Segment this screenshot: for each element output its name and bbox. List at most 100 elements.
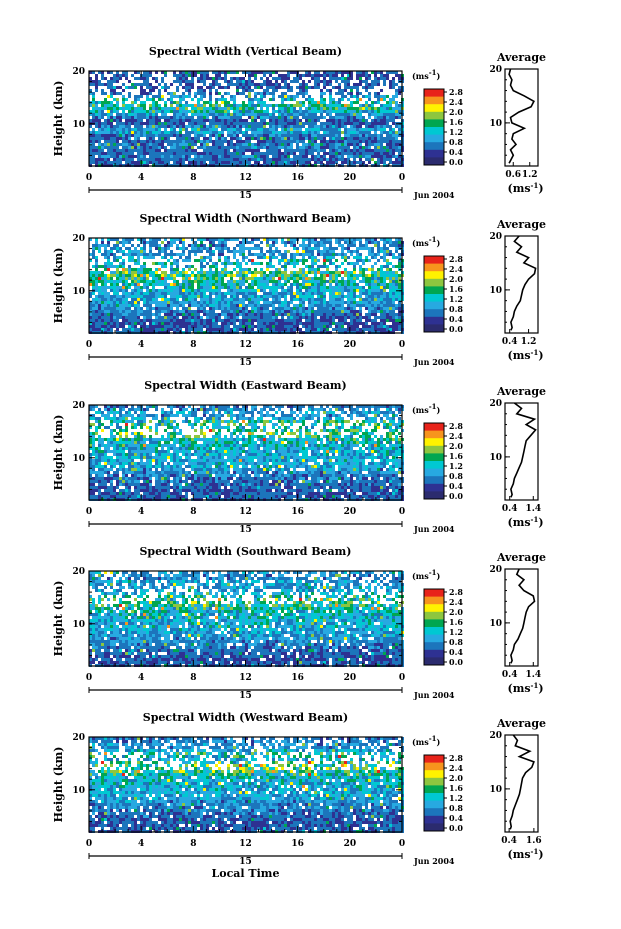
heatmap-cell	[287, 277, 290, 280]
heatmap-cell	[101, 149, 104, 152]
heatmap-cell	[272, 286, 275, 289]
heatmap-cell	[365, 158, 368, 161]
heatmap-cell	[233, 128, 236, 131]
heatmap-cell	[263, 271, 266, 274]
heatmap-cell	[338, 143, 341, 146]
heatmap-cell	[254, 149, 257, 152]
heatmap-cell	[269, 277, 272, 280]
heatmap-cell	[173, 113, 176, 116]
heatmap-cell	[230, 146, 233, 149]
heatmap-cell	[131, 283, 134, 286]
heatmap-cell	[206, 71, 209, 74]
heatmap-cell	[98, 313, 101, 316]
heatmap-cell	[302, 307, 305, 310]
heatmap-cell	[224, 265, 227, 268]
heatmap-cell	[284, 86, 287, 89]
heatmap-cell	[113, 119, 116, 122]
heatmap-cell	[371, 134, 374, 137]
date-label: Jun 2004	[413, 190, 455, 200]
heatmap-cell	[317, 265, 320, 268]
heatmap-cell	[188, 307, 191, 310]
heatmap-cell	[110, 155, 113, 158]
heatmap-cell	[203, 125, 206, 128]
heatmap-cell	[326, 83, 329, 86]
heatmap-cell	[314, 101, 317, 104]
heatmap-cell	[128, 271, 131, 274]
heatmap-cell	[197, 77, 200, 80]
heatmap-cell	[179, 146, 182, 149]
heatmap-cell	[191, 289, 194, 292]
heatmap-cell	[347, 140, 350, 143]
heatmap-cell	[143, 244, 146, 247]
heatmap-cell	[143, 83, 146, 86]
heatmap-cell	[329, 107, 332, 110]
heatmap-cell	[236, 283, 239, 286]
heatmap-cell	[110, 262, 113, 265]
heatmap-cell	[329, 304, 332, 307]
heatmap-cell	[218, 86, 221, 89]
heatmap-cell	[329, 77, 332, 80]
heatmap-cell	[284, 259, 287, 262]
heatmap-cell	[227, 289, 230, 292]
heatmap-cell	[167, 125, 170, 128]
heatmap-cell	[272, 274, 275, 277]
heatmap-cell	[152, 86, 155, 89]
heatmap-cell	[236, 134, 239, 137]
heatmap-cell	[260, 310, 263, 313]
heatmap-cell	[146, 304, 149, 307]
heatmap-cell	[341, 253, 344, 256]
heatmap-cell	[137, 256, 140, 259]
heatmap-cell	[293, 280, 296, 283]
heatmap-cell	[356, 101, 359, 104]
heatmap-cell	[167, 304, 170, 307]
heatmap-cell	[152, 131, 155, 134]
heatmap-cell	[161, 247, 164, 250]
heatmap-cell	[119, 134, 122, 137]
heatmap-cell	[158, 125, 161, 128]
heatmap-cell	[281, 271, 284, 274]
heatmap-cell	[191, 292, 194, 295]
heatmap-cell	[398, 274, 401, 277]
heatmap-cell	[200, 86, 203, 89]
heatmap-cell	[323, 158, 326, 161]
heatmap-cell	[272, 95, 275, 98]
y-tick-label: 20	[72, 67, 85, 77]
heatmap-cell	[107, 298, 110, 301]
heatmap-cell	[305, 244, 308, 247]
heatmap-cell	[257, 134, 260, 137]
heatmap-cell	[206, 74, 209, 77]
heatmap-cell	[293, 238, 296, 241]
heatmap-cell	[371, 298, 374, 301]
heatmap-cell	[149, 295, 152, 298]
heatmap-cell	[161, 161, 164, 164]
heatmap-cell	[368, 277, 371, 280]
heatmap-cell	[398, 110, 401, 113]
heatmap-cell	[371, 104, 374, 107]
heatmap-cell	[95, 101, 98, 104]
heatmap-cell	[224, 116, 227, 119]
heatmap-cell	[206, 146, 209, 149]
heatmap-cell	[134, 125, 137, 128]
heatmap-cell	[167, 158, 170, 161]
heatmap-cell	[158, 283, 161, 286]
heatmap-cell	[254, 122, 257, 125]
heatmap-cell	[362, 289, 365, 292]
heatmap-cell	[131, 149, 134, 152]
heatmap-cell	[122, 98, 125, 101]
heatmap-cell	[218, 116, 221, 119]
heatmap-cell	[293, 265, 296, 268]
heatmap-cell	[362, 259, 365, 262]
heatmap-cell	[137, 280, 140, 283]
heatmap-cell	[245, 247, 248, 250]
heatmap-cell	[122, 241, 125, 244]
heatmap-cell	[167, 161, 170, 164]
heatmap-cell	[374, 155, 377, 158]
heatmap-cell	[326, 280, 329, 283]
heatmap-cell	[110, 283, 113, 286]
heatmap-cell	[386, 104, 389, 107]
heatmap-cell	[107, 119, 110, 122]
heatmap-cell	[140, 280, 143, 283]
heatmap-cell	[158, 119, 161, 122]
heatmap-cell	[170, 83, 173, 86]
heatmap-cell	[323, 292, 326, 295]
